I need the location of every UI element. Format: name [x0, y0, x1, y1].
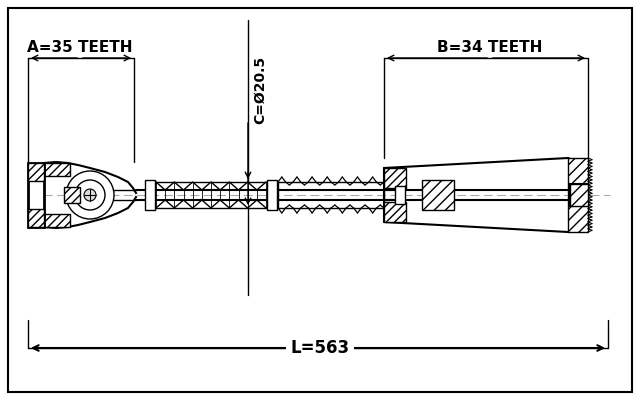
- Bar: [384, 168, 406, 188]
- Bar: [267, 180, 277, 210]
- Bar: [570, 184, 588, 206]
- Bar: [64, 187, 80, 203]
- Text: L=563: L=563: [291, 339, 349, 357]
- Bar: [145, 180, 155, 210]
- Text: C=Ø20.5: C=Ø20.5: [253, 56, 267, 124]
- Bar: [570, 184, 588, 206]
- Bar: [422, 180, 454, 210]
- Bar: [395, 186, 405, 204]
- Circle shape: [84, 189, 96, 201]
- Text: B=34 TEETH: B=34 TEETH: [437, 40, 543, 56]
- Bar: [44, 214, 70, 227]
- Bar: [28, 209, 44, 227]
- Circle shape: [75, 180, 105, 210]
- Circle shape: [66, 171, 114, 219]
- Bar: [384, 202, 406, 222]
- Bar: [28, 163, 44, 181]
- Bar: [28, 163, 44, 227]
- Bar: [568, 158, 588, 232]
- Bar: [44, 163, 70, 176]
- Text: A=35 TEETH: A=35 TEETH: [28, 40, 132, 56]
